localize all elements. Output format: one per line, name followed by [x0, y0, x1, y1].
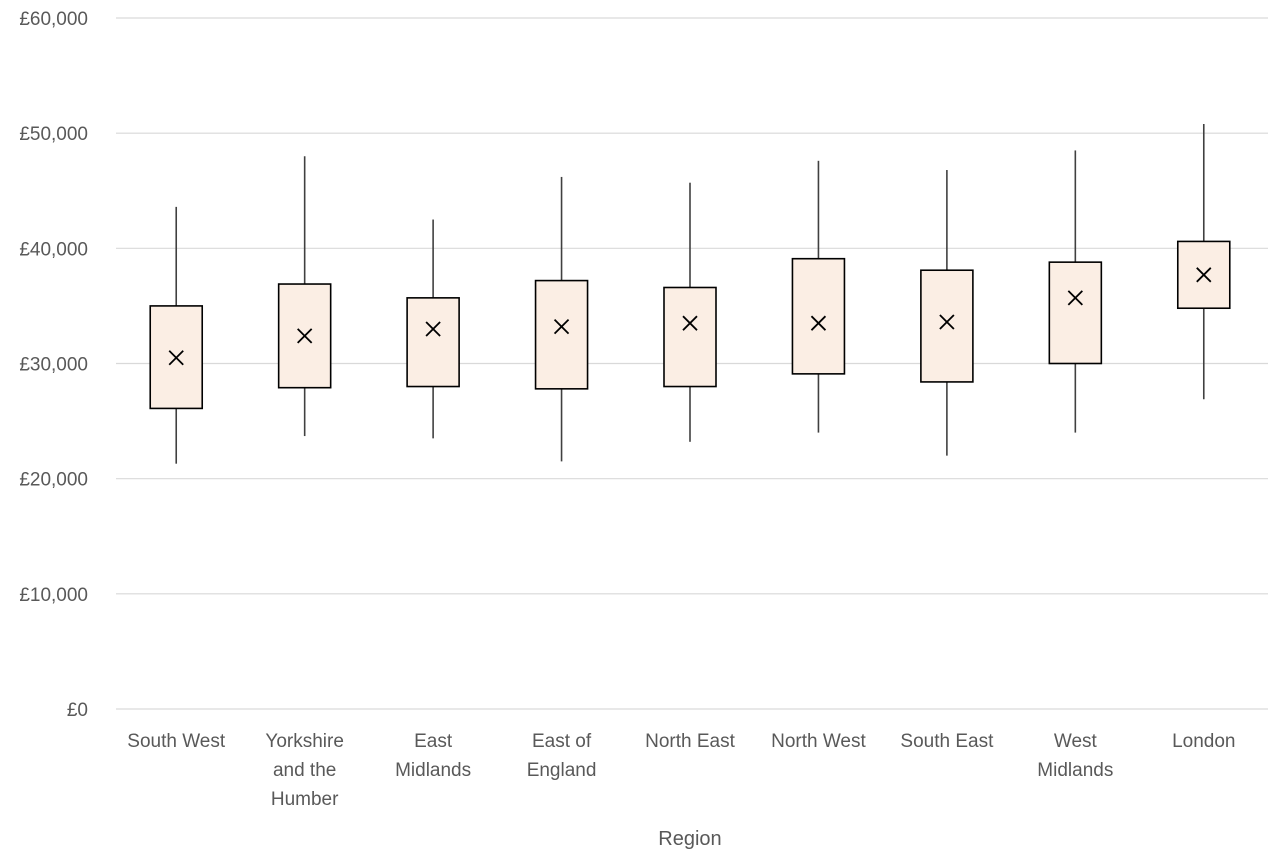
y-tick-label: £60,000 [19, 9, 88, 30]
y-tick-label: £50,000 [19, 124, 88, 145]
interquartile-box [1048, 261, 1103, 365]
x-category-label: West [1054, 731, 1098, 752]
mean-marker [553, 319, 570, 335]
box-plot-item [406, 219, 460, 439]
x-category-label: South West [127, 731, 226, 752]
interquartile-box [406, 297, 460, 388]
x-category-label: East [414, 731, 453, 752]
x-category-label: South East [900, 731, 994, 752]
box-plot-item [277, 156, 332, 437]
box-plot-item [663, 182, 717, 442]
y-tick-label: £10,000 [19, 585, 88, 606]
x-axis-title: Region [658, 828, 721, 850]
boxes [149, 123, 1231, 464]
y-tick-label: £0 [67, 700, 88, 721]
box-plot-item [1048, 150, 1103, 433]
interquartile-box [149, 305, 204, 410]
x-category-label: Yorkshire [265, 731, 344, 752]
x-category-label: Humber [271, 789, 339, 810]
x-category-label: East of [532, 731, 592, 752]
box-plot-item [791, 160, 846, 433]
mean-marker [1196, 267, 1212, 283]
interquartile-box [791, 257, 846, 375]
x-category-label: England [527, 760, 597, 781]
y-tick-label: £40,000 [19, 239, 88, 260]
x-category-label: London [1172, 731, 1235, 752]
interquartile-box [920, 269, 974, 383]
mean-marker [810, 315, 827, 331]
box-plot-item [1176, 123, 1231, 400]
y-tick-label: £20,000 [19, 470, 88, 491]
mean-marker [682, 315, 698, 331]
mean-marker [168, 350, 184, 366]
box-plot-item [534, 176, 589, 462]
y-axis-tick-labels: £0 £10,000 £20,000 £30,000 £40,000 £50,000 £60… [19, 9, 88, 721]
x-category-label: North West [771, 731, 866, 752]
mean-marker [939, 314, 955, 330]
interquartile-box [534, 279, 589, 390]
x-category-label: and the [273, 760, 336, 781]
x-axis-category-labels: South West Yorkshire and the Humber East Midl… [127, 731, 1235, 810]
x-category-label: North East [645, 731, 735, 752]
interquartile-box [663, 286, 717, 388]
box-plot-item [920, 170, 974, 456]
y-tick-label: £30,000 [19, 355, 88, 376]
box-plot-item [149, 206, 204, 464]
mean-marker [425, 321, 441, 337]
mean-marker [1067, 290, 1083, 306]
x-category-label: Midlands [1037, 760, 1113, 781]
mean-marker [297, 328, 313, 344]
x-category-label: Midlands [395, 760, 471, 781]
